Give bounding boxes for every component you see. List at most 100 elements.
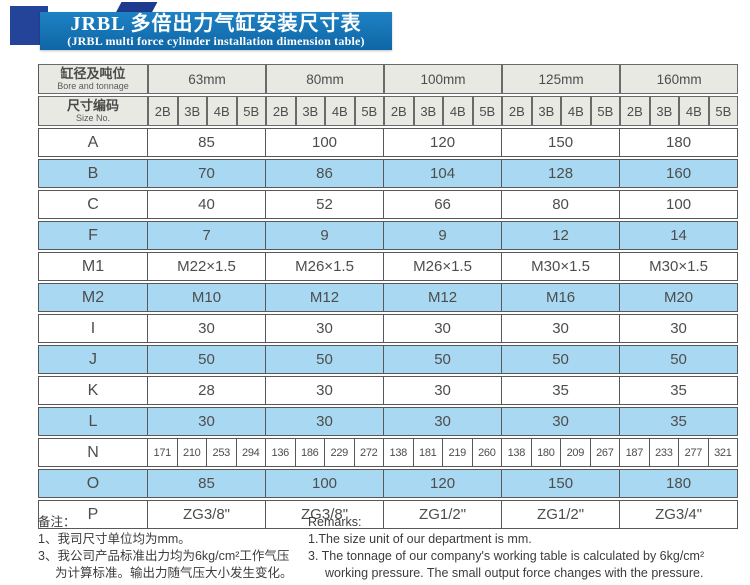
row-label-K: K <box>38 376 148 405</box>
row-label-A: A <box>38 128 148 157</box>
cell-N-160mm-2B: 187 <box>620 438 650 467</box>
cell-M1-80mm: M26×1.5 <box>266 252 385 281</box>
row-label-B: B <box>38 159 148 188</box>
table-row-F: F 7 9 9 12 14 <box>38 221 739 250</box>
row-label-I: I <box>38 314 148 343</box>
cell-I-80mm: 30 <box>266 314 385 343</box>
title-banner: JRBL 多倍出力气缸安装尺寸表 (JRBL multi force cylin… <box>40 12 392 50</box>
cell-N-100mm-5B: 260 <box>472 438 503 467</box>
cell-N-63mm-3B: 210 <box>177 438 207 467</box>
cell-L-125mm: 30 <box>502 407 621 436</box>
table-row-A: A 85 100 120 150 180 <box>38 128 739 157</box>
cell-M1-100mm: M26×1.5 <box>384 252 503 281</box>
cell-I-100mm: 30 <box>384 314 503 343</box>
cell-P-100mm: ZG1/2" <box>384 500 503 529</box>
header-size-code-63mm-3B: 3B <box>177 96 207 126</box>
table-row-M1: M1 M22×1.5 M26×1.5 M26×1.5 M30×1.5 M30×1.5 <box>38 252 739 281</box>
header-size-code-100mm-2B: 2B <box>384 96 414 126</box>
cell-J-63mm: 50 <box>148 345 267 374</box>
header-size-code-160mm-4B: 4B <box>679 96 709 126</box>
cell-O-160mm: 180 <box>620 469 739 498</box>
notes-en-line-3: working pressure. The small output force… <box>325 566 704 580</box>
row-label-F: F <box>38 221 148 250</box>
header-bore-160mm: 160mm <box>620 64 739 94</box>
cell-N-63mm-2B: 171 <box>148 438 178 467</box>
cell-M1-160mm: M30×1.5 <box>620 252 739 281</box>
cell-J-160mm: 50 <box>620 345 739 374</box>
row-label-C: C <box>38 190 148 219</box>
header-size-code-63mm-4B: 4B <box>207 96 237 126</box>
cell-K-125mm: 35 <box>502 376 621 405</box>
header-corner-bore-zh: 缸径及吨位 <box>60 66 126 81</box>
header-corner-bore-en: Bore and tonnage <box>57 81 129 91</box>
cell-M2-63mm: M10 <box>148 283 267 312</box>
cell-N-125mm-3B: 180 <box>531 438 562 467</box>
cell-N-100mm-2B: 138 <box>384 438 414 467</box>
cell-I-160mm: 30 <box>620 314 739 343</box>
cell-F-63mm: 7 <box>148 221 267 250</box>
cell-J-100mm: 50 <box>384 345 503 374</box>
cell-K-80mm: 30 <box>266 376 385 405</box>
header-size-code-63mm-2B: 2B <box>148 96 178 126</box>
cell-P-160mm: ZG3/4" <box>620 500 739 529</box>
header-size-code-160mm-3B: 3B <box>649 96 680 126</box>
cell-N-125mm-2B: 138 <box>502 438 532 467</box>
cell-P-80mm: ZG3/8" <box>266 500 385 529</box>
row-label-J: J <box>38 345 148 374</box>
table-row-I: I 30 30 30 30 30 <box>38 314 739 343</box>
header-row-size-codes: 尺寸编码 Size No. 2B 3B 4B 5B 2B 3B 4B 5B 2B 3B 4B 5B 2B 3B… <box>38 96 739 126</box>
header-size-code-125mm-5B: 5B <box>590 96 621 126</box>
cell-K-63mm: 28 <box>148 376 267 405</box>
cell-B-100mm: 104 <box>384 159 503 188</box>
table-row-K: K 28 30 30 35 35 <box>38 376 739 405</box>
cell-N-63mm-5B: 294 <box>236 438 267 467</box>
notes-zh-line-2: 3、我公司产品标准出力均为6kg/cm²工作气压 <box>38 549 290 563</box>
cell-N-160mm-5B: 321 <box>708 438 739 467</box>
header-bore-63mm: 63mm <box>148 64 267 94</box>
cell-P-63mm: ZG3/8" <box>148 500 267 529</box>
header-size-code-100mm-3B: 3B <box>413 96 444 126</box>
header-size-code-125mm-4B: 4B <box>561 96 591 126</box>
table-row-O: O 85 100 120 150 180 <box>38 469 739 498</box>
cell-B-63mm: 70 <box>148 159 267 188</box>
header-corner-bore: 缸径及吨位 Bore and tonnage <box>38 64 148 94</box>
cell-C-100mm: 66 <box>384 190 503 219</box>
cell-N-80mm-4B: 229 <box>325 438 355 467</box>
cell-O-125mm: 150 <box>502 469 621 498</box>
header-size-code-63mm-5B: 5B <box>236 96 267 126</box>
cell-L-100mm: 30 <box>384 407 503 436</box>
cell-P-125mm: ZG1/2" <box>502 500 621 529</box>
cell-A-125mm: 150 <box>502 128 621 157</box>
cell-N-100mm-4B: 219 <box>443 438 473 467</box>
cell-M2-80mm: M12 <box>266 283 385 312</box>
cell-N-80mm-3B: 186 <box>295 438 326 467</box>
header-bore-125mm: 125mm <box>502 64 621 94</box>
cell-J-125mm: 50 <box>502 345 621 374</box>
header-size-code-80mm-4B: 4B <box>325 96 355 126</box>
cell-M2-160mm: M20 <box>620 283 739 312</box>
notes-en-line-2: 3. The tonnage of our company's working … <box>308 549 705 563</box>
cell-O-100mm: 120 <box>384 469 503 498</box>
header-size-code-80mm-5B: 5B <box>354 96 385 126</box>
cell-I-63mm: 30 <box>148 314 267 343</box>
cell-C-63mm: 40 <box>148 190 267 219</box>
row-label-N: N <box>38 438 148 467</box>
cell-C-80mm: 52 <box>266 190 385 219</box>
cell-N-160mm-3B: 233 <box>649 438 680 467</box>
cell-B-125mm: 128 <box>502 159 621 188</box>
cell-L-160mm: 35 <box>620 407 739 436</box>
cell-M2-125mm: M16 <box>502 283 621 312</box>
cell-O-80mm: 100 <box>266 469 385 498</box>
header-corner-size-en: Size No. <box>75 113 110 123</box>
header-bore-100mm: 100mm <box>384 64 503 94</box>
page-subtitle: (JRBL multi force cylinder installation … <box>67 34 365 48</box>
cell-N-160mm-4B: 277 <box>679 438 709 467</box>
row-label-O: O <box>38 469 148 498</box>
row-label-P: P <box>38 500 148 529</box>
cell-A-100mm: 120 <box>384 128 503 157</box>
notes-zh-line-3: 为计算标准。输出力随气压大小发生变化。 <box>55 566 293 580</box>
row-label-L: L <box>38 407 148 436</box>
cell-C-160mm: 100 <box>620 190 739 219</box>
cell-N-100mm-3B: 181 <box>413 438 444 467</box>
cell-A-63mm: 85 <box>148 128 267 157</box>
